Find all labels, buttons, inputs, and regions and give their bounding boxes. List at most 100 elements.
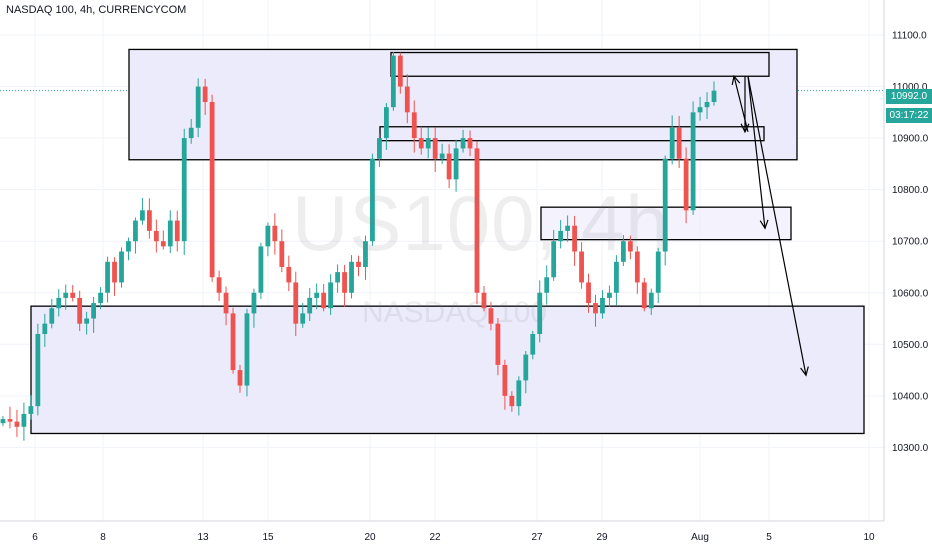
candle-body — [634, 251, 640, 283]
candle-body — [502, 364, 508, 396]
candle-body — [209, 102, 215, 278]
candle-body — [230, 313, 236, 371]
candle-body — [655, 251, 661, 293]
candle-body — [411, 112, 417, 139]
candle-body — [356, 261, 361, 267]
candle-body — [153, 230, 159, 242]
candle-body — [530, 333, 536, 355]
candle-body — [460, 138, 466, 149]
candle-body — [237, 370, 243, 386]
candle-body — [418, 138, 424, 149]
y-tick-label: 10600.0 — [892, 288, 929, 299]
x-tick-label: 29 — [596, 532, 608, 543]
x-tick-label: 10 — [863, 532, 875, 543]
candle-body — [251, 292, 257, 314]
candle-body — [390, 55, 396, 108]
candle-body — [133, 220, 138, 242]
candle-body — [7, 419, 13, 422]
candle-body — [565, 225, 571, 231]
candle-body — [551, 241, 557, 278]
x-tick-label: 15 — [262, 532, 274, 543]
candle-body — [279, 241, 285, 267]
candle-body — [14, 421, 20, 427]
candle-body — [181, 138, 187, 242]
candle-body — [383, 107, 389, 139]
candle-body — [704, 102, 710, 108]
candle-body — [711, 90, 717, 103]
candle-body — [509, 395, 515, 407]
candle-body — [258, 246, 264, 293]
arrow-head — [800, 366, 809, 377]
candle-body — [335, 272, 340, 283]
candle-body — [683, 158, 689, 211]
y-tick-label: 10800.0 — [892, 185, 929, 196]
chart-title: NASDAQ 100, 4h, CURRENCYCOM — [6, 4, 187, 16]
candles-layer — [0, 52, 717, 441]
candle-body — [63, 292, 69, 298]
candle-body — [586, 282, 591, 304]
zones-layer — [30, 48, 865, 435]
candle-body — [98, 292, 103, 304]
watermark-name: NASDAQ 100 — [362, 296, 548, 329]
candle-body — [516, 380, 522, 407]
candle-body — [70, 292, 76, 298]
candle-body — [453, 148, 459, 180]
candle-body — [49, 308, 55, 324]
candle-body — [607, 292, 612, 298]
mid-resistance-zone — [379, 126, 765, 142]
candle-body — [579, 251, 584, 283]
x-axis[interactable]: 6 8 13 15 20 22 27 29 Aug 5 10 — [0, 520, 884, 543]
candle-body — [614, 261, 619, 293]
y-tick-label: 11000.0 — [892, 82, 928, 93]
candle-body — [572, 225, 577, 252]
candle-body — [77, 297, 83, 324]
y-tick-label: 10900.0 — [892, 134, 929, 145]
candle-body — [328, 282, 334, 309]
candle-body — [627, 241, 633, 252]
arrow-head — [759, 219, 769, 230]
candle-body — [537, 292, 543, 334]
x-tick-label: 22 — [429, 532, 441, 543]
candle-body — [544, 277, 550, 293]
candle-body — [188, 127, 194, 139]
x-tick-label: 6 — [32, 532, 38, 543]
candle-body — [105, 261, 110, 293]
candle-body — [84, 318, 90, 324]
lower-demand-zone — [30, 305, 865, 435]
candle-body — [641, 282, 647, 309]
y-tick-label: 10400.0 — [892, 391, 929, 402]
y-tick-label: 10700.0 — [892, 237, 929, 248]
arrow-head — [731, 74, 741, 86]
candle-body — [495, 323, 501, 365]
candle-body — [488, 308, 494, 324]
candle-body — [272, 225, 278, 242]
candle-body — [91, 303, 97, 319]
candle-body — [321, 292, 327, 309]
candle-body — [293, 282, 299, 324]
x-tick-label: 27 — [531, 532, 543, 543]
candle-body — [481, 292, 487, 309]
candle-body — [690, 112, 696, 211]
candle-body — [363, 241, 368, 267]
candle-body — [140, 210, 145, 221]
candle-body — [446, 153, 452, 180]
candle-body — [620, 241, 626, 262]
arrow-head — [740, 123, 750, 134]
candle-body — [558, 230, 564, 242]
candle-body — [223, 292, 229, 314]
candle-body — [0, 419, 6, 424]
y-axis[interactable]: 11100.0 11000.0 10900.0 10800.0 10700.0 10600… — [883, 0, 929, 521]
watermark-symbol: US100, 4h — [292, 179, 670, 267]
candle-body — [21, 413, 27, 427]
x-tick-label: 8 — [100, 532, 106, 543]
x-tick-label: 5 — [766, 532, 772, 543]
last-price-label: 10992.0 — [886, 89, 932, 104]
y-tick-label: 11100.0 — [892, 31, 927, 42]
x-tick-label: 20 — [364, 532, 376, 543]
candle-body — [669, 127, 675, 159]
candle-body — [300, 313, 306, 324]
candle-body — [523, 354, 529, 381]
candle-body — [314, 292, 320, 298]
projection-arrow — [747, 76, 766, 229]
